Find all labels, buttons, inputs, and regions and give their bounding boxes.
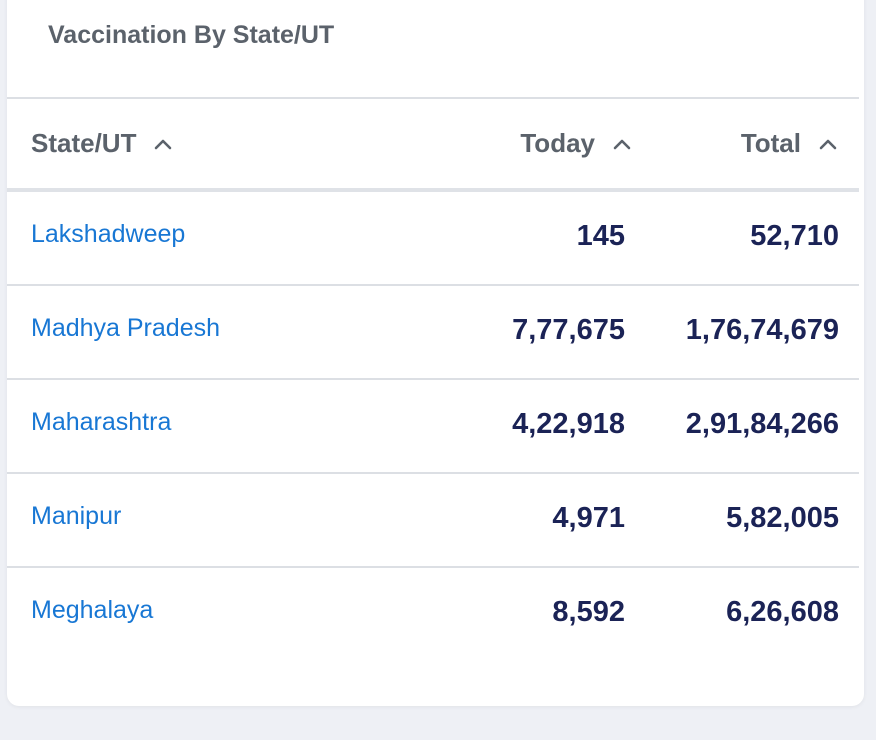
state-link-madhya-pradesh[interactable]: Madhya Pradesh (31, 314, 221, 342)
table-row: Manipur 4,971 5,82,005 (7, 474, 859, 568)
total-count: 6,26,608 (726, 596, 839, 628)
state-link-meghalaya[interactable]: Meghalaya (31, 596, 154, 624)
sort-by-total-header[interactable]: Total (741, 99, 839, 188)
state-link-maharashtra[interactable]: Maharashtra (31, 408, 172, 436)
today-count: 4,22,918 (512, 408, 625, 440)
header-divider (7, 188, 859, 192)
chevron-up-icon (155, 139, 172, 149)
state-header-label: State/UT (31, 128, 137, 158)
vaccination-card: Vaccination By State/UT State/UT Today T… (7, 0, 864, 706)
today-count: 7,77,675 (512, 314, 625, 346)
table-row: Maharashtra 4,22,918 2,91,84,266 (7, 380, 859, 474)
card-title: Vaccination By State/UT (48, 21, 335, 49)
today-count: 145 (576, 220, 625, 252)
table-row: Meghalaya 8,592 6,26,608 (7, 568, 859, 662)
total-count: 2,91,84,266 (685, 408, 839, 440)
table-header: State/UT Today Total (7, 99, 859, 188)
state-link-lakshadweep[interactable]: Lakshadweep (31, 220, 186, 248)
sort-by-state-header[interactable]: State/UT (31, 99, 174, 188)
today-count: 4,971 (552, 502, 625, 534)
title-divider (7, 97, 859, 99)
chevron-up-icon (819, 139, 837, 149)
today-count: 8,592 (552, 596, 625, 628)
table-row: Lakshadweep 145 52,710 (7, 192, 859, 286)
total-count: 1,76,74,679 (685, 314, 839, 346)
total-count: 5,82,005 (726, 502, 839, 534)
total-count: 52,710 (750, 220, 839, 252)
sort-by-today-header[interactable]: Today (520, 99, 633, 188)
total-header-label: Total (740, 128, 801, 158)
today-header-label: Today (520, 128, 595, 158)
table-row: Madhya Pradesh 7,77,675 1,76,74,679 (7, 286, 859, 380)
chevron-up-icon (613, 139, 631, 149)
state-link-manipur[interactable]: Manipur (31, 502, 122, 530)
